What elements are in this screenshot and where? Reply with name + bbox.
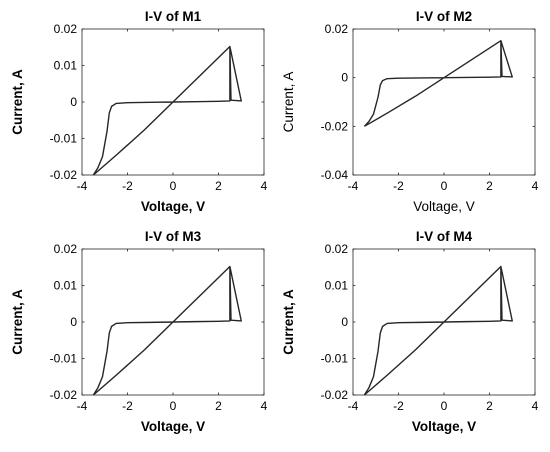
x-tick-label: 4 bbox=[261, 399, 268, 413]
subplot-1: -4 -2 0 2 4 0.02 0.01 0 -0.01 -0.02 I-V of M1 Volta… bbox=[10, 9, 268, 214]
x-axis-label: Voltage, V bbox=[141, 419, 205, 434]
x-tick-label: -4 bbox=[348, 399, 359, 413]
y-tick-label: 0.02 bbox=[54, 22, 78, 36]
x-tick-label: 2 bbox=[486, 399, 493, 413]
y-tick-label: 0.02 bbox=[325, 242, 349, 256]
y-tick-label: 0 bbox=[70, 315, 77, 329]
chart-title: I-V of M2 bbox=[416, 9, 472, 24]
x-tick-label: 4 bbox=[532, 179, 539, 193]
x-tick-label: 4 bbox=[532, 399, 539, 413]
y-tick-label: -0.02 bbox=[321, 388, 349, 402]
x-tick-label: 2 bbox=[215, 179, 222, 193]
y-tick-label: 0 bbox=[341, 71, 348, 85]
x-tick-label: 0 bbox=[441, 179, 448, 193]
x-axis-label: Voltage, V bbox=[413, 199, 475, 214]
iv-curve-series-1 bbox=[92, 45, 242, 176]
y-tick-label: 0.01 bbox=[54, 279, 78, 293]
y-tick-label: 0.02 bbox=[54, 242, 78, 256]
x-tick-label: 0 bbox=[441, 399, 448, 413]
iv-curve-series-1 bbox=[363, 39, 513, 127]
y-tick-label: 0 bbox=[341, 315, 348, 329]
y-tick-label: -0.02 bbox=[50, 388, 78, 402]
x-tick-label: -2 bbox=[122, 399, 133, 413]
chart-title: I-V of M3 bbox=[145, 229, 202, 244]
y-tick-label: 0.02 bbox=[325, 22, 349, 36]
iv-curve-series-1 bbox=[92, 265, 242, 396]
y-tick-label: 0 bbox=[70, 95, 77, 109]
y-tick-label: -0.01 bbox=[321, 352, 349, 366]
iv-curve-series-1 bbox=[363, 265, 513, 396]
y-tick-label: -0.01 bbox=[50, 132, 78, 146]
x-tick-label: -2 bbox=[393, 399, 404, 413]
y-axis-label: Current, A bbox=[281, 289, 296, 355]
y-tick-label: -0.02 bbox=[321, 119, 349, 133]
y-axis-label: Current, A bbox=[10, 69, 25, 135]
y-axis-label: Current, A bbox=[281, 72, 296, 133]
y-axis-label: Current, A bbox=[10, 289, 25, 355]
x-tick-label: 4 bbox=[261, 179, 268, 193]
x-tick-label: 2 bbox=[486, 179, 493, 193]
x-tick-label: -2 bbox=[122, 179, 133, 193]
x-axis-label: Voltage, V bbox=[141, 199, 205, 214]
x-tick-label: -2 bbox=[393, 179, 404, 193]
subplot-3: -4 -2 0 2 4 0.02 0.01 0 -0.01 -0.02 I-V of M3 Volta… bbox=[10, 229, 268, 434]
subplot-4: -4 -2 0 2 4 0.02 0.01 0 -0.01 -0.02 I-V of M4 Volta… bbox=[281, 229, 539, 434]
x-tick-label: 0 bbox=[170, 399, 177, 413]
chart-title: I-V of M4 bbox=[416, 229, 473, 244]
x-tick-label: -4 bbox=[348, 179, 359, 193]
plot-frame bbox=[352, 28, 536, 176]
chart-title: I-V of M1 bbox=[145, 9, 202, 24]
x-tick-label: 0 bbox=[170, 179, 177, 193]
x-tick-label: -4 bbox=[77, 399, 88, 413]
x-tick-label: -4 bbox=[77, 179, 88, 193]
y-tick-label: 0.01 bbox=[54, 59, 78, 73]
y-tick-label: -0.02 bbox=[50, 168, 78, 182]
y-tick-label: -0.01 bbox=[50, 352, 78, 366]
x-axis-label: Voltage, V bbox=[412, 419, 476, 434]
y-tick-label: -0.04 bbox=[321, 168, 349, 182]
y-tick-label: 0.01 bbox=[325, 279, 349, 293]
x-tick-label: 2 bbox=[215, 399, 222, 413]
subplot-2: -4 -2 0 2 4 0.02 0 -0.02 -0.04 I-V of M2 Voltage, … bbox=[281, 9, 539, 214]
